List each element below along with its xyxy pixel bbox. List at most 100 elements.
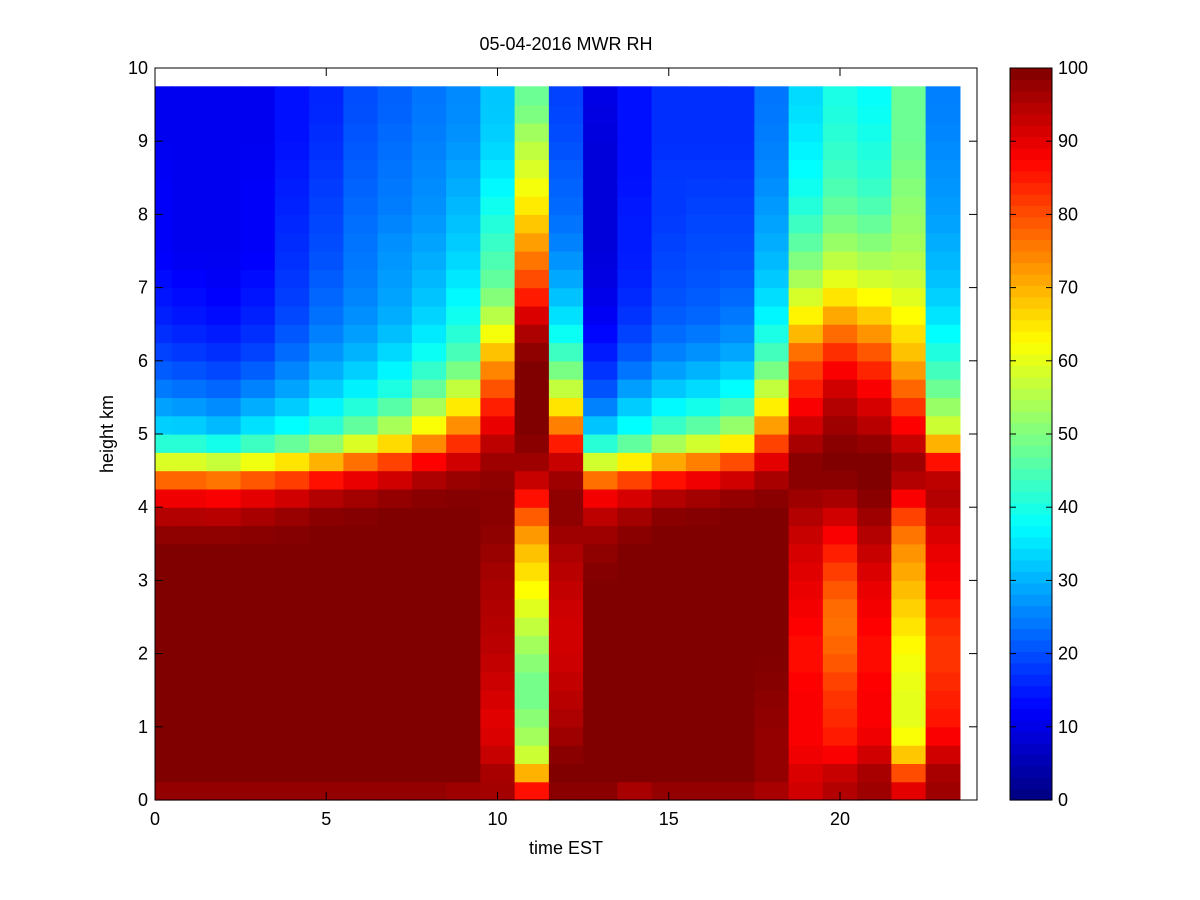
heatmap-cell xyxy=(480,232,516,252)
heatmap-cell xyxy=(446,86,481,106)
heatmap-cell xyxy=(651,763,687,783)
heatmap-cell xyxy=(309,159,344,179)
heatmap-cell xyxy=(377,617,413,636)
colorbar-tick-label: 80 xyxy=(1058,204,1078,224)
heatmap-cell xyxy=(720,470,755,490)
heatmap-cell xyxy=(788,269,824,289)
heatmap-cell xyxy=(720,708,755,728)
colorbar-ticks: 0 10 20 30 40 50 60 70 80 90 100 xyxy=(1010,58,1088,810)
heatmap-cell xyxy=(155,360,173,380)
heatmap-cell xyxy=(822,305,858,325)
y-tick-label: 6 xyxy=(138,351,148,371)
heatmap-cell xyxy=(925,543,961,563)
heatmap-cell xyxy=(822,177,858,197)
heatmap-cell xyxy=(822,470,858,490)
heatmap-cell xyxy=(720,434,755,453)
heatmap-cell xyxy=(343,214,379,234)
heatmap-cell xyxy=(446,580,481,600)
heatmap-cell xyxy=(155,671,173,691)
heatmap-cell xyxy=(617,379,653,398)
heatmap-cell xyxy=(548,177,584,197)
heatmap-cell xyxy=(274,287,310,307)
heatmap-cell xyxy=(377,122,413,142)
heatmap-cell xyxy=(754,470,790,490)
heatmap-cell xyxy=(155,580,173,600)
heatmap-cell xyxy=(377,653,413,673)
heatmap-cell xyxy=(651,324,687,344)
heatmap-cell xyxy=(720,690,755,710)
colorbar-segment xyxy=(1010,319,1052,332)
heatmap-cell xyxy=(206,470,242,490)
heatmap-cell xyxy=(617,141,653,161)
heatmap-cell xyxy=(446,324,481,344)
colorbar-segment xyxy=(1010,159,1052,172)
heatmap-cell xyxy=(754,287,790,307)
heatmap-cell xyxy=(548,635,584,655)
heatmap-cell xyxy=(480,617,516,636)
heatmap-cell xyxy=(155,690,173,710)
heatmap-cell xyxy=(172,580,207,600)
heatmap-cell xyxy=(651,690,687,710)
heatmap-cell xyxy=(685,745,721,764)
heatmap-cell xyxy=(240,122,276,142)
heatmap-cell xyxy=(480,507,516,527)
heatmap-cell xyxy=(309,141,344,161)
colorbar-segment xyxy=(1010,388,1052,401)
heatmap-cell xyxy=(685,379,721,398)
heatmap-cell xyxy=(788,726,824,746)
colorbar-segment xyxy=(1010,639,1052,652)
y-tick-label: 10 xyxy=(128,58,148,78)
heatmap-cell xyxy=(857,104,892,124)
heatmap-cell xyxy=(480,141,516,161)
x-tick-label: 10 xyxy=(487,809,507,829)
heatmap-cell xyxy=(891,543,927,563)
heatmap-cell xyxy=(891,177,927,197)
heatmap-cell xyxy=(155,397,173,417)
heatmap-cell xyxy=(309,653,344,673)
heatmap-cell xyxy=(754,598,790,618)
heatmap-cell xyxy=(480,781,516,801)
heatmap-cell xyxy=(548,653,584,673)
heatmap-cell xyxy=(925,159,961,179)
heatmap-cell xyxy=(583,507,618,527)
heatmap-cell xyxy=(172,525,207,545)
colorbar-segment xyxy=(1010,170,1052,183)
heatmap-cell xyxy=(514,726,550,746)
heatmap-cell xyxy=(446,434,481,453)
heatmap-cell xyxy=(514,653,550,673)
colorbar-segment xyxy=(1010,456,1052,469)
heatmap-cell xyxy=(155,781,173,801)
heatmap-cell xyxy=(172,507,207,527)
heatmap-cell xyxy=(274,598,310,618)
heatmap-cell xyxy=(685,159,721,179)
heatmap-cell xyxy=(651,397,687,417)
heatmap-cell xyxy=(514,251,550,270)
heatmap-cell xyxy=(240,452,276,472)
heatmap-cell xyxy=(514,690,550,710)
heatmap-cell xyxy=(651,122,687,142)
heatmap-cell xyxy=(172,104,207,124)
heatmap-cell xyxy=(240,305,276,325)
heatmap-cell xyxy=(548,580,584,600)
heatmap-cell xyxy=(411,781,447,801)
heatmap-cell xyxy=(411,470,447,490)
heatmap-cell xyxy=(651,671,687,691)
heatmap-cell xyxy=(172,251,207,270)
heatmap-cell xyxy=(206,507,242,527)
heatmap-cell xyxy=(822,635,858,655)
heatmap-cell xyxy=(685,708,721,728)
heatmap-cell xyxy=(583,324,618,344)
y-tick-label: 2 xyxy=(138,644,148,664)
heatmap-cell xyxy=(343,324,379,344)
heatmap-cell xyxy=(788,287,824,307)
heatmap-cell xyxy=(274,251,310,270)
heatmap-cell xyxy=(617,415,653,435)
heatmap-cell xyxy=(720,269,755,289)
heatmap-cell xyxy=(617,122,653,142)
heatmap-cell xyxy=(377,488,413,508)
heatmap-cell xyxy=(617,434,653,453)
heatmap-cell xyxy=(583,232,618,252)
heatmap-cell xyxy=(155,598,173,618)
heatmap-cell xyxy=(857,690,892,710)
heatmap-cell xyxy=(446,653,481,673)
